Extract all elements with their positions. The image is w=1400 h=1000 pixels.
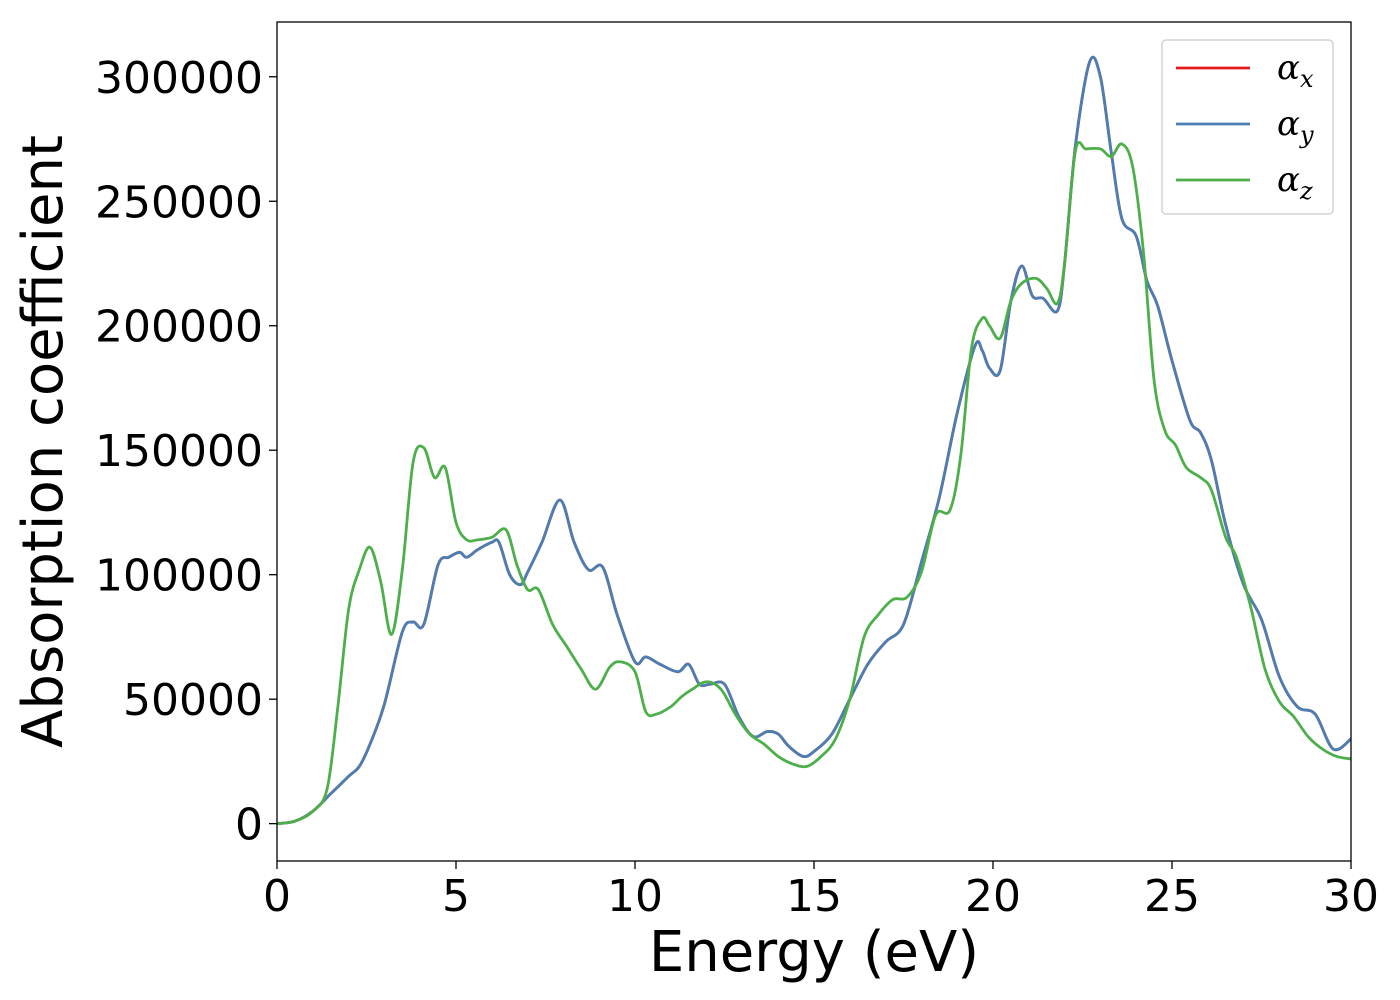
- x-tick-label: 5: [442, 871, 470, 922]
- y-axis-title: Absorption coefficient: [11, 135, 76, 748]
- legend-box: [1161, 39, 1334, 215]
- x-tick-label: 20: [965, 871, 1021, 922]
- y-tick-label: 150000: [95, 426, 263, 477]
- series-line-z: [277, 140, 1351, 826]
- ticks-layer: 0 5 10 15 20 25 30 0 50000 100000 150000 200000 2500…: [95, 53, 1379, 922]
- y-tick-label: 0: [235, 800, 263, 851]
- x-tick-label: 10: [607, 871, 663, 922]
- y-tick-label: 100000: [95, 551, 263, 602]
- y-tick-label: 300000: [95, 53, 263, 104]
- x-tick-label: 15: [786, 871, 842, 922]
- y-tick-label: 250000: [95, 177, 263, 228]
- x-tick-label: 0: [263, 871, 291, 922]
- x-tick-label: 25: [1144, 871, 1200, 922]
- x-axis-title: Energy (eV): [649, 920, 979, 985]
- series-layer: [277, 55, 1351, 826]
- x-tick-label: 30: [1323, 871, 1379, 922]
- y-tick-label: 200000: [95, 302, 263, 353]
- y-tick-label: 50000: [123, 675, 263, 726]
